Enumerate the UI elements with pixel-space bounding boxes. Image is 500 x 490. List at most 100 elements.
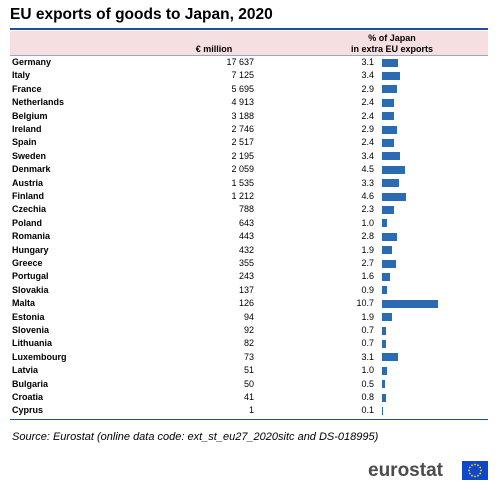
pct-bar	[382, 192, 406, 201]
pct-value: 2.4	[361, 97, 374, 108]
pct-bar	[382, 380, 385, 389]
table-row: Portugal 243 1.6	[0, 270, 500, 283]
table-row: Netherlands 4 913 2.4	[0, 96, 500, 109]
eur-value: 137	[238, 284, 254, 295]
pct-bar	[382, 299, 438, 308]
country-label: Ireland	[12, 124, 42, 134]
pct-bar	[382, 313, 392, 322]
eu-flag-background	[462, 461, 488, 480]
pct-bar	[382, 152, 400, 161]
table-row: Poland 643 1.0	[0, 217, 500, 230]
eur-value: 443	[238, 231, 254, 242]
pct-value: 1.9	[361, 244, 374, 255]
pct-bar	[382, 58, 399, 67]
eur-value: 94	[243, 311, 254, 322]
table-row: Malta 126 10.7	[0, 297, 500, 310]
eu-flag-star	[474, 475, 476, 478]
pct-value: 2.4	[361, 137, 374, 148]
pct-bar	[382, 139, 395, 148]
eu-flag-star	[468, 469, 470, 472]
country-label: Croatia	[12, 392, 44, 402]
pct-value: 2.7	[361, 258, 374, 268]
eur-value: 2 195	[231, 150, 254, 161]
pct-bar	[382, 259, 397, 268]
pct-bar	[382, 219, 388, 228]
eur-value: 7 125	[231, 70, 254, 81]
country-label: Hungary	[12, 244, 49, 255]
country-label: Lithuania	[12, 338, 52, 349]
source-note: Source: Eurostat (online data code: ext_…	[12, 431, 379, 443]
pct-bar	[382, 246, 392, 255]
eu-flag-icon	[462, 461, 488, 480]
country-label: Italy	[12, 70, 31, 81]
country-label: Spain	[12, 137, 37, 148]
eur-value: 17 637	[226, 57, 254, 67]
pct-value: 4.6	[361, 191, 374, 201]
table-row: Lithuania 82 0.7	[0, 337, 500, 350]
pct-bar	[382, 326, 386, 335]
eur-value: 50	[243, 378, 254, 389]
pct-value: 3.3	[361, 177, 374, 188]
eur-value: 73	[243, 351, 254, 362]
country-label: Slovenia	[12, 325, 50, 335]
pct-bar	[382, 366, 388, 375]
title-rule	[10, 28, 488, 30]
pct-value: 2.9	[361, 124, 374, 134]
country-label: Austria	[12, 177, 44, 188]
table-row: Luxembourg 73 3.1	[0, 351, 500, 364]
eur-value: 5 695	[231, 83, 254, 94]
pct-bar	[382, 232, 397, 241]
pct-value: 3.1	[361, 351, 374, 362]
country-label: Belgium	[12, 110, 48, 121]
table-row: Sweden 2 195 3.4	[0, 150, 500, 163]
pct-value: 0.9	[361, 284, 374, 295]
eur-value: 643	[238, 217, 254, 228]
country-label: Romania	[12, 231, 51, 242]
eur-value: 92	[243, 325, 254, 335]
country-label: Denmark	[12, 164, 51, 175]
table-row: Italy 7 125 3.4	[0, 69, 500, 82]
pct-value: 1.0	[361, 217, 374, 228]
pct-value: 2.9	[361, 83, 374, 94]
pct-bar	[382, 72, 400, 81]
eu-flag-star	[468, 466, 471, 469]
country-label: France	[12, 83, 42, 94]
country-label: Latvia	[12, 365, 39, 376]
eu-flag-stars	[468, 463, 482, 478]
eur-value: 2 746	[231, 124, 254, 134]
eu-flag-star	[474, 463, 476, 466]
pct-bar	[382, 165, 406, 174]
country-label: Germany	[12, 57, 52, 67]
country-label: Bulgaria	[12, 378, 49, 389]
table-row: Latvia 51 1.0	[0, 364, 500, 377]
pct-bar	[382, 206, 394, 215]
pct-bar	[382, 85, 398, 94]
pct-bar	[382, 273, 391, 282]
pct-value: 0.1	[361, 405, 374, 416]
country-label: Czechia	[12, 204, 47, 215]
header-band	[10, 31, 488, 55]
eurostat-logo-text: eurostat	[368, 460, 443, 481]
table-row: Ireland 2 746 2.9	[0, 123, 500, 136]
pct-bar	[382, 179, 400, 188]
eu-flag-star	[477, 474, 479, 477]
table-row: Estonia 94 1.9	[0, 311, 500, 324]
pct-value: 2.8	[361, 231, 374, 242]
eurostat-logo: eurostat	[368, 460, 488, 482]
country-label: Slovakia	[12, 284, 49, 295]
header-separator	[10, 55, 488, 56]
country-label: Sweden	[12, 150, 47, 161]
country-label: Estonia	[12, 311, 45, 322]
eu-flag-star	[479, 466, 482, 469]
pct-bar	[382, 353, 399, 362]
eur-value: 2 517	[231, 137, 254, 148]
pct-value: 0.7	[361, 325, 374, 335]
pct-value: 3.4	[361, 70, 374, 81]
eur-value: 41	[243, 392, 254, 402]
eu-flag-star	[480, 469, 482, 472]
country-label: Finland	[12, 191, 44, 201]
table-row: Cyprus 1 0.1	[0, 404, 500, 417]
eur-value: 355	[238, 258, 254, 268]
table-row: Bulgaria 50 0.5	[0, 378, 500, 391]
eur-value: 4 913	[231, 97, 254, 108]
